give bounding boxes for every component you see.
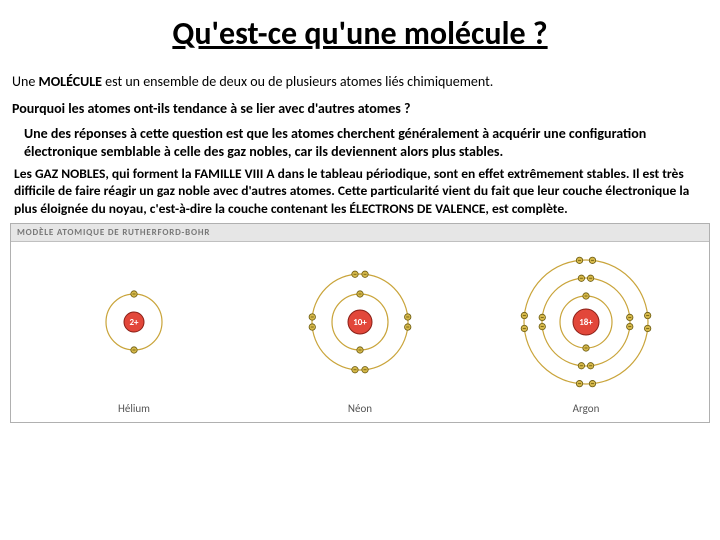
gaz-nobles-text: Les GAZ NOBLES, qui forment la FAMILLE V… (14, 165, 704, 218)
definition-lead: Une (12, 73, 38, 90)
atom-cell: 10+ (247, 247, 473, 397)
atom-diagram: 10+ (285, 247, 435, 397)
answer-text: Une des réponses à cette question est qu… (24, 125, 706, 161)
atom-cell: 18+ (473, 247, 699, 397)
definition-text: Une MOLÉCULE est un ensemble de deux ou … (12, 73, 710, 90)
atom-labels-row: HéliumNéonArgon (11, 402, 709, 415)
atom-diagram: 2+ (59, 247, 209, 397)
figure-header: MODÈLE ATOMIQUE DE RUTHERFORD-BOHR (11, 224, 709, 242)
svg-text:2+: 2+ (129, 317, 139, 328)
atom-diagram: 18+ (511, 247, 661, 397)
svg-text:18+: 18+ (579, 317, 593, 328)
atom-label: Argon (473, 402, 699, 415)
atom-label: Hélium (21, 402, 247, 415)
question-text: Pourquoi les atomes ont-ils tendance à s… (12, 100, 710, 117)
page-title: Qu'est-ce qu'une molécule ? (0, 0, 720, 55)
content-block: Une MOLÉCULE est un ensemble de deux ou … (0, 73, 720, 217)
svg-text:10+: 10+ (353, 317, 367, 328)
atom-label: Néon (247, 402, 473, 415)
bohr-figure: MODÈLE ATOMIQUE DE RUTHERFORD-BOHR 2+ 10+… (10, 223, 710, 423)
atoms-row: 2+ 10+ 18+ (11, 242, 709, 402)
definition-keyword: MOLÉCULE (38, 73, 102, 90)
atom-cell: 2+ (21, 247, 247, 397)
definition-rest: est un ensemble de deux ou de plusieurs … (102, 73, 493, 90)
